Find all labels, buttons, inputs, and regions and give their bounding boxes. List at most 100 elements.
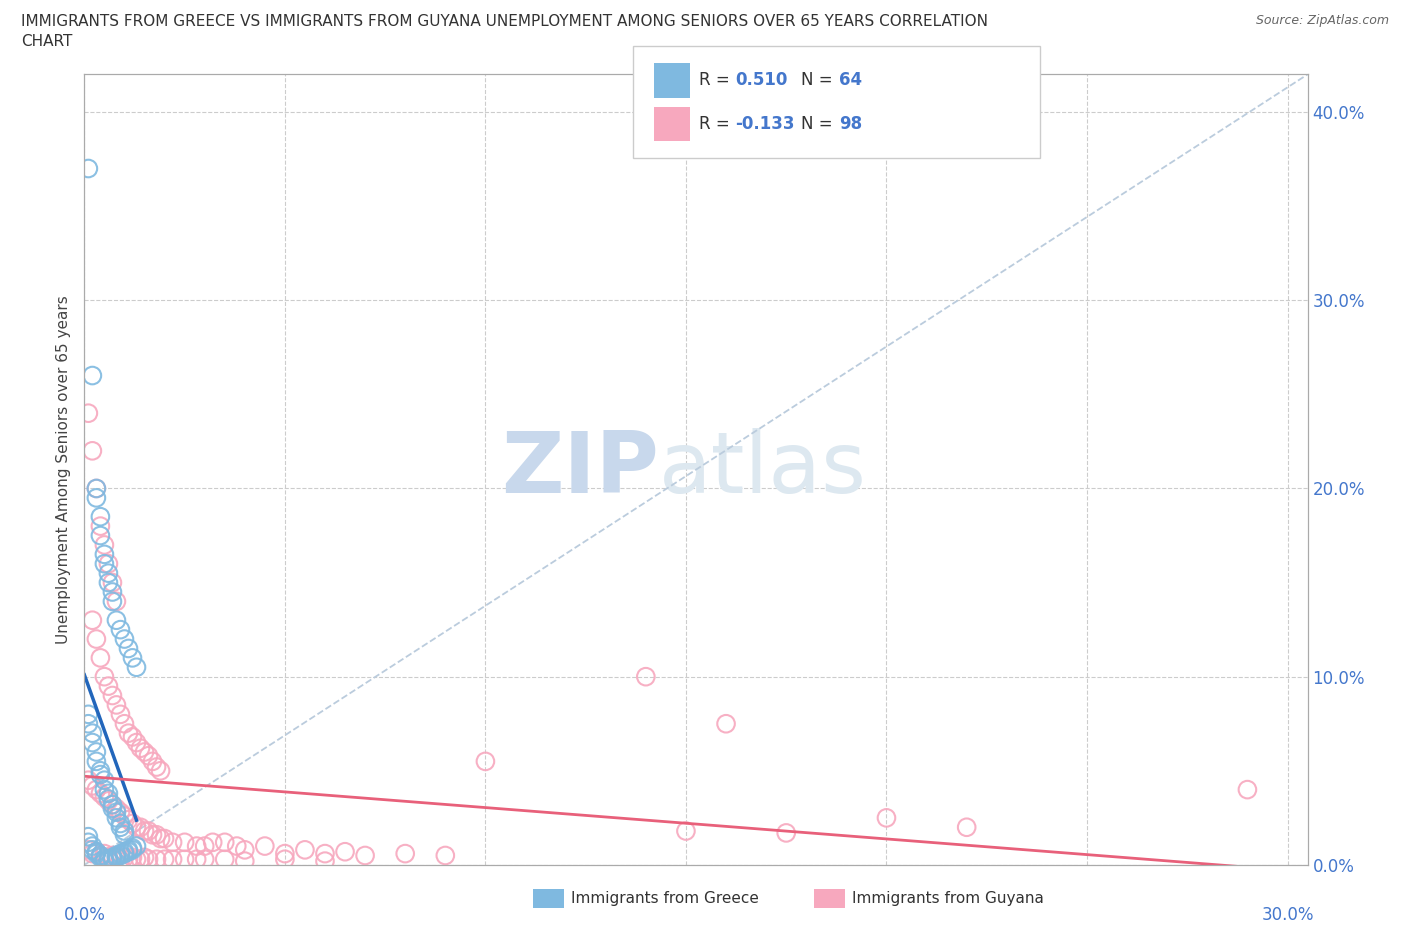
Text: 0.0%: 0.0% — [63, 907, 105, 924]
Point — [110, 816, 132, 830]
Point — [634, 670, 657, 684]
Point — [114, 844, 136, 859]
Point — [141, 754, 163, 769]
Point — [101, 850, 124, 865]
Point — [101, 848, 124, 863]
Point — [121, 850, 143, 865]
Point — [114, 716, 136, 731]
Point — [173, 852, 195, 867]
Point — [97, 679, 120, 694]
Point — [149, 764, 172, 778]
Text: R =: R = — [699, 71, 735, 89]
Point — [82, 778, 104, 793]
Point — [138, 824, 160, 839]
Point — [214, 852, 236, 867]
Point — [77, 843, 100, 857]
Y-axis label: Unemployment Among Seniors over 65 years: Unemployment Among Seniors over 65 years — [56, 296, 72, 644]
Point — [82, 613, 104, 628]
Point — [77, 835, 100, 850]
Point — [125, 735, 148, 750]
Point — [110, 804, 132, 819]
Point — [89, 764, 111, 778]
Point — [105, 594, 128, 609]
Point — [105, 804, 128, 819]
Point — [314, 846, 336, 861]
Point — [394, 846, 416, 861]
Point — [97, 556, 120, 571]
Point — [153, 852, 176, 867]
Point — [114, 850, 136, 865]
Point — [101, 797, 124, 812]
Point — [214, 835, 236, 850]
Point — [101, 852, 124, 867]
Point — [93, 547, 115, 562]
Point — [82, 846, 104, 861]
Point — [141, 828, 163, 843]
Point — [117, 641, 139, 656]
Point — [186, 852, 208, 867]
Text: 0.510: 0.510 — [735, 71, 787, 89]
Point — [97, 786, 120, 801]
Point — [956, 820, 979, 835]
Point — [97, 850, 120, 865]
Point — [101, 688, 124, 703]
Point — [474, 754, 496, 769]
Text: Immigrants from Greece: Immigrants from Greece — [571, 891, 759, 906]
Point — [149, 831, 172, 846]
Text: IMMIGRANTS FROM GREECE VS IMMIGRANTS FROM GUYANA UNEMPLOYMENT AMONG SENIORS OVER: IMMIGRANTS FROM GREECE VS IMMIGRANTS FRO… — [21, 14, 988, 29]
Point — [194, 852, 217, 867]
Point — [97, 852, 120, 867]
Point — [110, 846, 132, 861]
Point — [89, 848, 111, 863]
Point — [121, 843, 143, 857]
Point — [93, 854, 115, 869]
Point — [138, 852, 160, 867]
Point — [117, 844, 139, 859]
Point — [233, 854, 256, 869]
Point — [93, 846, 115, 861]
Point — [82, 843, 104, 857]
Point — [82, 735, 104, 750]
Point — [775, 826, 797, 841]
Text: N =: N = — [801, 114, 838, 133]
Point — [121, 729, 143, 744]
Point — [89, 510, 111, 525]
Point — [93, 852, 115, 867]
Point — [101, 585, 124, 600]
Point — [89, 650, 111, 665]
Text: ZIP: ZIP — [502, 428, 659, 512]
Point — [162, 835, 184, 850]
Point — [101, 575, 124, 590]
Text: -0.133: -0.133 — [735, 114, 794, 133]
Point — [86, 631, 108, 646]
Point — [114, 808, 136, 823]
Point — [77, 830, 100, 844]
Point — [162, 852, 184, 867]
Point — [86, 481, 108, 496]
Point — [145, 828, 167, 843]
Point — [105, 850, 128, 865]
Point — [194, 839, 217, 854]
Point — [101, 797, 124, 812]
Point — [97, 575, 120, 590]
Point — [86, 844, 108, 859]
Point — [714, 716, 737, 731]
Point — [110, 848, 132, 863]
Point — [129, 741, 152, 756]
Text: atlas: atlas — [659, 428, 868, 512]
Point — [274, 846, 297, 861]
Point — [110, 852, 132, 867]
Point — [86, 844, 108, 859]
Point — [82, 444, 104, 458]
Point — [333, 844, 356, 859]
Point — [117, 812, 139, 827]
Point — [134, 824, 156, 839]
Point — [86, 782, 108, 797]
Point — [186, 839, 208, 854]
Point — [77, 161, 100, 176]
Point — [97, 565, 120, 580]
Point — [114, 631, 136, 646]
Point — [89, 767, 111, 782]
Point — [145, 852, 167, 867]
Point — [121, 650, 143, 665]
